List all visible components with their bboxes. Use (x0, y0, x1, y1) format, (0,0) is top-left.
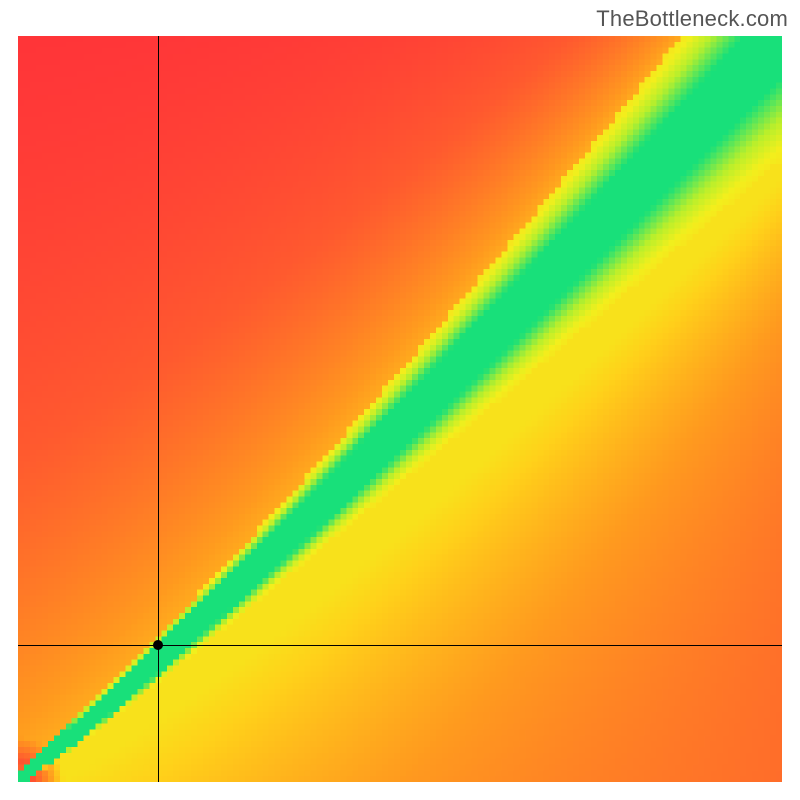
crosshair-horizontal (18, 645, 782, 646)
crosshair-marker (153, 640, 163, 650)
heatmap-canvas (18, 36, 782, 782)
bottleneck-heatmap (18, 36, 782, 782)
crosshair-vertical (158, 36, 159, 782)
watermark-text: TheBottleneck.com (596, 6, 788, 32)
